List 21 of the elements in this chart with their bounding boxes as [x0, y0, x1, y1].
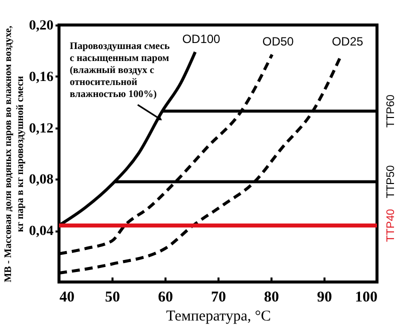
- y-tick-label: 0,16: [29, 70, 54, 85]
- y-tick-label: 0,20: [29, 18, 54, 34]
- x-tick-label: 50: [105, 290, 120, 306]
- series-label: OD100: [182, 32, 221, 46]
- y-tick-label: 0,12: [29, 121, 54, 136]
- y-tick-label: 0,08: [29, 172, 54, 188]
- x-tick-label: 80: [264, 290, 279, 306]
- text: TTP40: [385, 208, 397, 242]
- x-tick-label: 40: [60, 290, 74, 306]
- text: TTP60: [385, 94, 397, 128]
- x-axis-title: Температура, °C: [166, 308, 271, 324]
- y-axis-title: МВ - Массовая доля водяных паров во влажном воздухе, кг пара в кг паровоздушной смеси: [3, 25, 26, 282]
- series-label: OD50: [262, 34, 294, 49]
- annotation: Паровоздушная смесь с насыщенным паром (влажный воздух с относительной влажностью 100%): [70, 40, 170, 100]
- x-tick-label: 90: [317, 290, 332, 306]
- series-label: OD25: [332, 34, 364, 49]
- text: TTP50: [385, 165, 397, 198]
- x-tick-label: 70: [211, 290, 226, 306]
- y-tick-label: 0,04: [29, 224, 54, 240]
- x-tick-label: 100: [355, 290, 378, 306]
- x-tick-label: 60: [158, 290, 173, 306]
